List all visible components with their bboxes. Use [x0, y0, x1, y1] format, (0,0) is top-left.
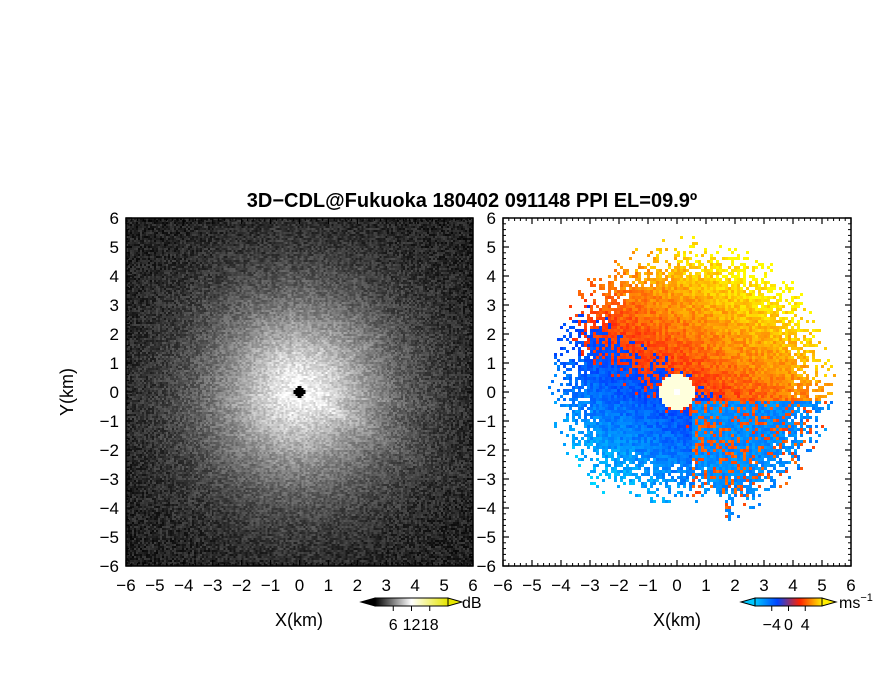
x-tick-label: 1: [701, 576, 710, 595]
y-tick-label: 1: [487, 354, 496, 373]
colorbar-tick-label: 6: [389, 617, 398, 634]
colorbar-gradient: [754, 597, 823, 607]
y-tick-label: −4: [477, 499, 496, 518]
y-tick-label: 3: [110, 296, 119, 315]
x-tick-label: 1: [324, 576, 333, 595]
x-tick-label: 0: [295, 576, 304, 595]
figure-title: 3D−CDL@Fukuoka 180402 091148 PPI EL=09.9…: [247, 190, 697, 212]
x-tick-label: 3: [382, 576, 391, 595]
x-tick-label: −2: [609, 576, 628, 595]
intensity-field-image: [126, 218, 473, 566]
right-panel: −6 −5 −4 −3 −2 −1 0 1 2 3 4 5 6 −6 −5 −4 −3 −2 −1 0 1 2 3 4 5 6 X…: [477, 209, 873, 634]
left-x-axis-label: X(km): [275, 610, 323, 630]
x-tick-label: −1: [261, 576, 280, 595]
x-tick-label: 4: [788, 576, 797, 595]
x-tick-label: −3: [580, 576, 599, 595]
y-tick-label: 3: [487, 296, 496, 315]
x-tick-label: 6: [846, 576, 855, 595]
y-tick-label: 6: [487, 209, 496, 228]
y-tick-label: −5: [100, 528, 119, 547]
y-tick-label: 5: [487, 238, 496, 257]
intensity-field: [126, 218, 473, 566]
x-tick-label: 6: [468, 576, 477, 595]
x-tick-label: 5: [439, 576, 448, 595]
y-tick-label: 0: [110, 383, 119, 402]
colorbar-max-arrow: [821, 597, 838, 607]
right-x-axis-label: X(km): [653, 610, 701, 630]
x-tick-label: 0: [672, 576, 681, 595]
left-y-axis-label: Y(km): [57, 368, 77, 416]
colorbar-max-arrow: [447, 597, 464, 607]
colorbar-gradient: [374, 597, 449, 607]
x-tick-label: −2: [232, 576, 251, 595]
x-tick-label: 4: [410, 576, 419, 595]
x-tick-label: −4: [551, 576, 570, 595]
velocity-field: [503, 218, 851, 566]
y-tick-label: −3: [100, 470, 119, 489]
colorbar-tick-label: 12: [403, 617, 421, 634]
x-tick-label: −1: [638, 576, 657, 595]
y-tick-label: 2: [110, 325, 119, 344]
y-tick-label: 1: [110, 354, 119, 373]
y-tick-label: −1: [477, 412, 496, 431]
x-tick-label: −4: [174, 576, 193, 595]
colorbar-tick-label: 0: [784, 617, 793, 634]
colorbar-min-arrow: [739, 597, 756, 607]
x-tick-label: −6: [116, 576, 135, 595]
y-tick-label: −6: [477, 557, 496, 576]
velocity-field-image: [503, 218, 851, 566]
x-tick-label: −5: [145, 576, 164, 595]
colorbar-min-arrow: [359, 597, 376, 607]
y-tick-label: −3: [477, 470, 496, 489]
y-tick-label: −2: [100, 441, 119, 460]
y-tick-label: 6: [110, 209, 119, 228]
y-tick-label: 2: [487, 325, 496, 344]
x-tick-label: 5: [817, 576, 826, 595]
y-tick-label: −2: [477, 441, 496, 460]
y-tick-label: −5: [477, 528, 496, 547]
right-axes: −6 −5 −4 −3 −2 −1 0 1 2 3 4 5 6 −6 −5 −4 −3 −2 −1 0 1 2 3 4 5 6: [477, 209, 856, 595]
y-tick-label: 0: [487, 383, 496, 402]
x-tick-label: 3: [759, 576, 768, 595]
velocity-colorbar: −4 0 4 ms−1: [739, 592, 873, 634]
x-tick-label: −6: [493, 576, 512, 595]
y-tick-label: −6: [100, 557, 119, 576]
y-tick-label: 4: [110, 267, 119, 286]
colorbar-unit-label: dB: [462, 595, 482, 612]
y-tick-label: −4: [100, 499, 119, 518]
colorbar-tick-label: 4: [801, 617, 810, 634]
colorbar-tick-label: −4: [763, 617, 781, 634]
colorbar-tick-label: 18: [421, 617, 439, 634]
y-tick-label: −1: [100, 412, 119, 431]
x-tick-label: 2: [730, 576, 739, 595]
colorbar-unit-label: ms−1: [839, 592, 873, 612]
intensity-colorbar: 6 12 18 dB: [359, 595, 482, 634]
y-tick-label: 4: [487, 267, 496, 286]
x-tick-label: −5: [522, 576, 541, 595]
x-tick-label: −3: [203, 576, 222, 595]
y-tick-label: 5: [110, 238, 119, 257]
colorbar-unit-exponent: −1: [860, 592, 873, 604]
x-tick-label: 2: [353, 576, 362, 595]
